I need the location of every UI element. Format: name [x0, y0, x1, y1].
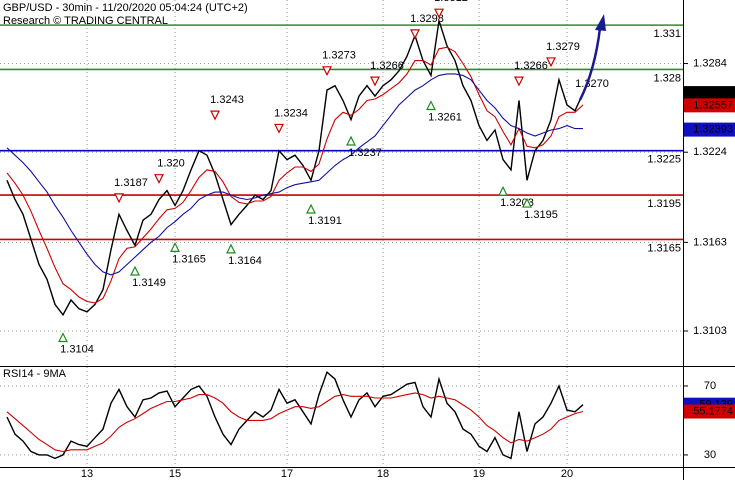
target-label: 1.3270	[575, 78, 609, 90]
level-label: 1.3195	[647, 198, 681, 210]
series-line	[6, 392, 584, 453]
sell-signal	[210, 110, 220, 121]
sell-signal	[154, 174, 164, 185]
last-value-box	[684, 404, 735, 419]
sell-signal	[274, 123, 284, 134]
rsi-title: RSI14 - 9MA	[3, 368, 67, 380]
sell-signal	[434, 8, 444, 19]
signal-label: 1.3149	[132, 277, 166, 289]
sell-signal	[514, 76, 524, 87]
projection-arrowhead	[595, 14, 606, 31]
signal-label: 1.3298	[410, 13, 444, 25]
sell-signal	[546, 57, 556, 68]
buy-signal	[306, 203, 316, 214]
signal-label: 1.3195	[524, 209, 558, 221]
buy-signal	[522, 197, 532, 208]
signal-label: 1.3164	[228, 255, 262, 267]
signal-label: 1.320	[157, 158, 185, 170]
level-label: 1.3165	[647, 242, 681, 254]
signal-label: 1.3279	[546, 41, 580, 53]
last-value-box	[684, 98, 735, 113]
signal-label: 1.3165	[172, 253, 206, 265]
buy-signal	[498, 185, 508, 196]
signal-label: 1.3237	[348, 147, 382, 159]
signal-label: 1.3243	[210, 94, 244, 106]
buy-signal	[426, 100, 436, 111]
y-tick-label: 1.3103	[693, 325, 727, 337]
y-tick-label: 1.3284	[693, 57, 727, 69]
series-line	[6, 46, 584, 304]
signal-label: 1.3273	[322, 50, 356, 62]
signal-label: 1.3312	[434, 0, 468, 4]
x-tick-label: 15	[169, 468, 181, 480]
y-tick-label: 30	[704, 449, 716, 461]
last-value-label: 1.3264	[699, 87, 733, 99]
x-tick-label: 13	[81, 468, 93, 480]
last-value-box	[684, 86, 735, 101]
signal-label: 1.3266	[370, 60, 404, 72]
last-value-label: 1.32393	[693, 124, 733, 136]
x-tick-label: 17	[281, 468, 293, 480]
signal-label: 1.3187	[114, 177, 148, 189]
chart-subtitle: Research © TRADING CENTRAL	[3, 15, 168, 27]
level-label: 1.328	[653, 72, 681, 84]
sell-signal	[322, 66, 332, 77]
buy-signal	[130, 265, 140, 276]
series-line	[6, 20, 584, 317]
buy-signal	[58, 332, 68, 343]
signal-label: 1.3266	[514, 60, 548, 72]
last-value-box	[684, 122, 735, 137]
y-tick-label: 70	[704, 380, 716, 392]
projection-arrow	[578, 27, 602, 101]
level-label: 1.3225	[647, 154, 681, 166]
x-tick-label: 20	[561, 468, 573, 480]
signal-label: 1.3261	[428, 111, 462, 123]
y-tick-label: 1.3163	[693, 236, 727, 248]
buy-signal	[226, 243, 236, 254]
y-tick-label: 1.3224	[693, 146, 727, 158]
price-panel	[0, 0, 683, 365]
signal-label: 1.3234	[274, 107, 308, 119]
sell-signal	[114, 193, 124, 204]
chart-title: GBP/USD - 30min - 11/20/2020 05:04:24 (U…	[3, 2, 248, 14]
x-tick-label: 19	[473, 468, 485, 480]
x-tick-label: 18	[377, 468, 389, 480]
overlay: 13 15 17 18 19 20 1.3284 1.3224 1.3163 1.3103 1.33…	[58, 0, 735, 480]
last-value-label: 55.1774	[693, 405, 733, 417]
buy-signal	[170, 242, 180, 252]
series-line	[6, 73, 583, 276]
sell-signal	[410, 29, 420, 40]
signal-label: 1.3104	[60, 343, 94, 355]
signal-label: 1.3191	[308, 215, 342, 227]
rsi-panel	[0, 367, 683, 467]
series-line	[6, 371, 584, 460]
sell-signal	[370, 76, 380, 87]
last-value-label: 1.32557	[693, 99, 733, 111]
level-label: 1.331	[653, 28, 681, 40]
buy-signal	[346, 135, 356, 146]
